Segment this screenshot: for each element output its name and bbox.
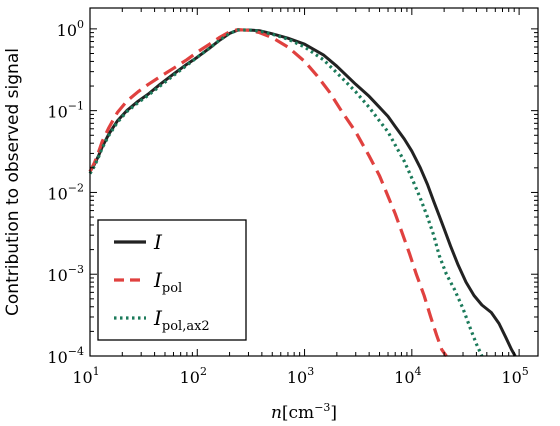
x-axis-title: n[cm−3] [271, 401, 337, 423]
y-tick-label: 10−3 [47, 263, 84, 285]
x-tick-label: 103 [287, 365, 314, 387]
y-axis-title: Contribution to observed signal [3, 48, 23, 316]
series-line-1 [88, 28, 448, 357]
series-line-0 [88, 28, 517, 357]
x-tick-label: 105 [501, 365, 528, 387]
ticks-layer [89, 8, 538, 357]
labels-layer: 101 102 103 104 105 10−4 10−3 10−2 10−1 100 n[cm−3… [3, 18, 529, 423]
plot-frame [89, 7, 539, 357]
legend-label-0: I [153, 230, 163, 254]
y-tick-label: 10−2 [47, 181, 84, 203]
legend-label-1: Ipol [153, 268, 182, 296]
legend: I Ipol Ipol,ax2 [97, 219, 247, 341]
legend-label-2: Ipol,ax2 [153, 306, 210, 334]
x-tick-label: 101 [72, 365, 99, 387]
x-tick-label: 102 [180, 365, 207, 387]
series-layer [88, 28, 517, 357]
y-tick-label: 100 [57, 18, 84, 40]
y-tick-label: 10−4 [47, 345, 84, 367]
x-tick-label: 104 [394, 365, 421, 387]
y-tick-label: 10−1 [47, 100, 84, 122]
